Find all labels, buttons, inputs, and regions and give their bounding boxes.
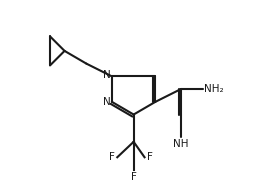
Text: NH: NH: [173, 139, 189, 149]
Text: N: N: [103, 70, 110, 80]
Text: F: F: [109, 152, 115, 162]
Text: F: F: [147, 152, 153, 162]
Text: NH₂: NH₂: [204, 84, 223, 94]
Text: F: F: [131, 172, 136, 182]
Text: N: N: [103, 97, 110, 107]
